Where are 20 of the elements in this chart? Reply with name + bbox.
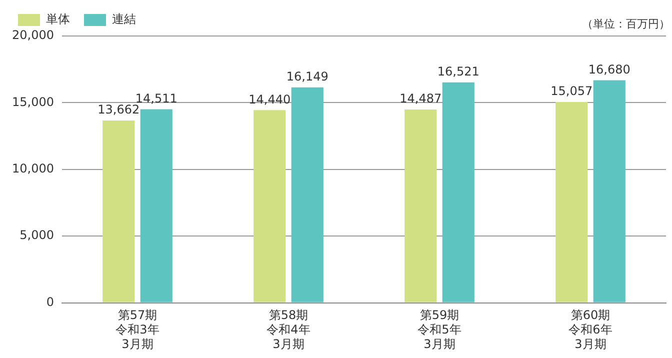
x-tick-label: 第57期令和3年3月期 [116,308,160,351]
data-label: 13,662 [98,102,140,117]
y-tick-label: 15,000 [12,94,54,109]
legend-label: 連結 [112,12,136,26]
y-tick-label: 20,000 [12,28,54,42]
y-tick-label: 5,000 [20,228,54,242]
data-label: 14,511 [135,91,178,106]
x-tick-label: 第58期令和4年3月期 [266,308,310,351]
data-label: 16,680 [588,62,630,76]
x-tick-label: 第59期令和5年3月期 [418,308,462,351]
y-tick-label: 0 [46,294,54,309]
legend-label: 単体 [46,12,70,26]
data-label: 14,440 [248,92,291,106]
data-label: 16,149 [286,69,328,84]
data-label: 14,487 [400,92,442,106]
y-tick-label: 10,000 [12,162,54,176]
x-tick-label: 第60期令和6年3月期 [568,308,612,351]
text: （単位：百万円） [582,17,670,30]
data-label: 15,057 [550,84,593,98]
data-label: 16,521 [437,64,480,79]
